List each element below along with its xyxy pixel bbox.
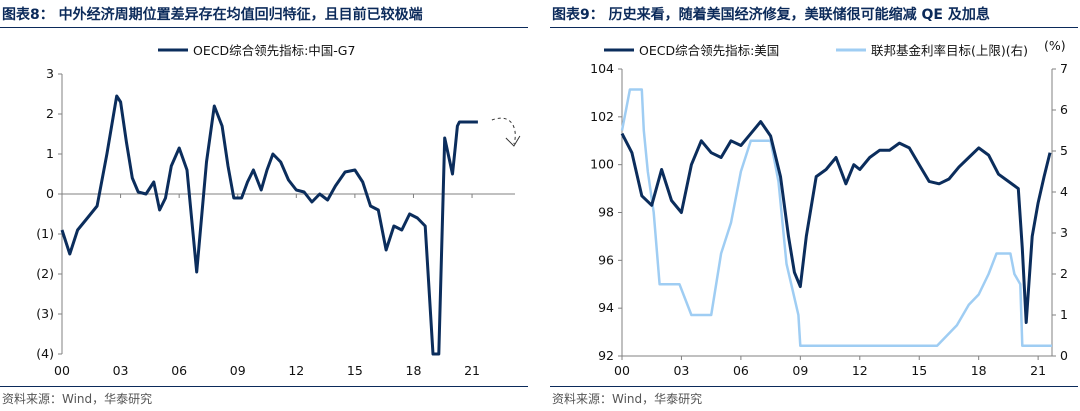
left-x-tick-label: 12 [288,363,304,378]
right-legend-label-2: 联邦基金利率目标(上限)(右) [871,43,1028,58]
left-title-divider [0,27,528,28]
right-chart-source: 资料来源：Wind，华泰研究 [552,392,703,406]
right-x-tick-label: 12 [852,363,868,378]
right-x-tick-label: 18 [971,363,987,378]
right-series-line-us-oecd [620,120,1052,324]
left-source-divider [0,386,528,387]
right-left-y-tick-label: 96 [598,252,614,267]
right-right-y-tick-label: 7 [1060,61,1068,76]
left-y-tick-label: (3) [36,306,54,321]
right-legend-label-1: OECD综合领先指标:美国 [639,43,779,58]
left-x-tick-label: 15 [347,363,363,378]
left-x-tick-label: 06 [171,363,187,378]
right-left-y-tick-label: 94 [598,300,614,315]
right-left-y-tick-label: 104 [590,61,614,76]
left-chart-source: 资料来源：Wind，华泰研究 [2,392,153,406]
right-right-y-tick-label: 6 [1060,102,1068,117]
left-chart-title: 图表8： 中外经济周期位置差异存在均值回归特征，且目前已较极端 [2,7,423,23]
right-right-y-tick-label: 4 [1060,184,1068,199]
left-y-tick-label: 0 [46,186,54,201]
left-series-line-china-g7 [60,94,478,356]
right-x-tick-label: 15 [911,363,927,378]
left-y-tick-label: 2 [46,106,54,121]
left-legend-label: OECD综合领先指标:中国-G7 [193,43,355,58]
right-right-y-tick-label: 1 [1060,307,1068,322]
right-x-tick-label: 03 [673,363,689,378]
right-left-y-tick-label: 100 [590,157,614,172]
right-right-y-tick-label: 0 [1060,348,1068,363]
left-y-tick-label: (2) [36,266,54,281]
right-x-tick-label: 09 [792,363,808,378]
right-chart-title: 图表9： 历史来看，随着美国经济修复，美联储很可能缩减 QE 及加息 [552,7,990,23]
left-y-tick-label: (1) [36,226,54,241]
right-series-line-fed-funds [620,88,1052,348]
right-x-tick-label: 21 [1030,363,1046,378]
right-right-y-tick-label: 2 [1060,266,1068,281]
right-title-divider [550,27,1078,28]
left-x-tick-label: 09 [230,363,246,378]
left-y-tick-label: (4) [36,346,54,361]
right-chart-panel: 图表9： 历史来看，随着美国经济修复，美联储很可能缩减 QE 及加息 104 10… [550,0,1080,411]
right-left-y-tick-label: 98 [598,205,614,220]
right-right-y-tick-label: 5 [1060,143,1068,158]
left-x-tick-label: 00 [54,363,70,378]
left-x-tick-label: 03 [113,363,129,378]
dashed-arrow-annotation [491,117,516,145]
right-axis-unit-label: (%) [1044,38,1066,53]
left-y-tick-label: 3 [46,66,54,81]
right-source-divider [550,386,1078,387]
left-y-tick-label: 1 [46,146,54,161]
right-right-y-tick-label: 3 [1060,225,1068,240]
right-left-y-tick-label: 92 [598,348,614,363]
right-x-tick-label: 06 [733,363,749,378]
left-x-tick-label: 18 [406,363,422,378]
right-x-tick-label: 00 [614,363,630,378]
left-chart-panel: 图表8： 中外经济周期位置差异存在均值回归特征，且目前已较极端 3 2 1 0 (1)(… [0,0,530,411]
right-left-y-tick-label: 102 [590,109,614,124]
dashed-arrow-head [505,135,521,147]
left-x-tick-label: 21 [464,363,480,378]
